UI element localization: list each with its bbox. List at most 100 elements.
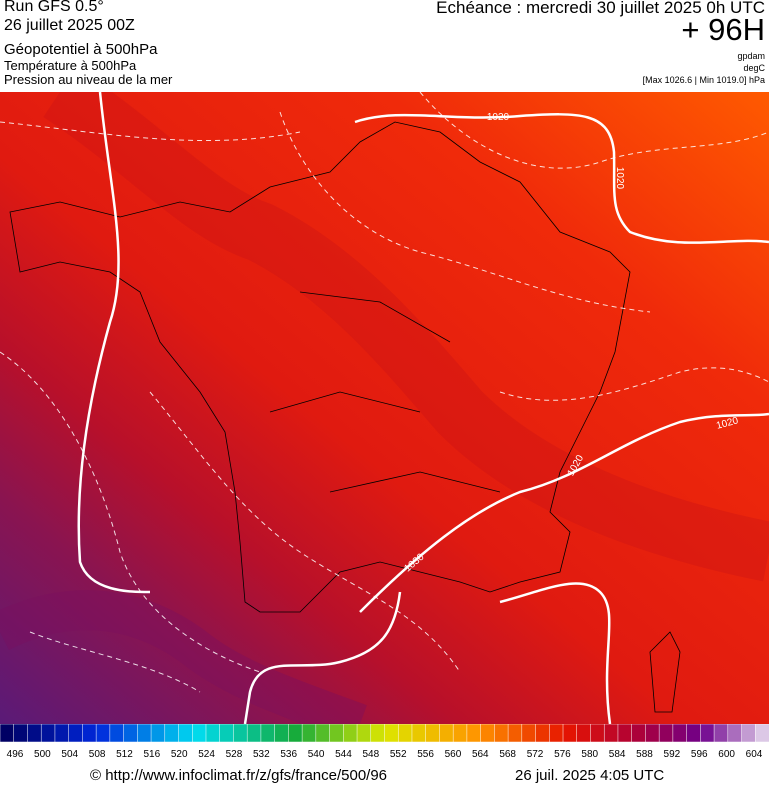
colorbar-label: 500 bbox=[34, 749, 51, 760]
run-date: 26 juillet 2025 00Z bbox=[4, 17, 135, 34]
color-swatch bbox=[343, 724, 358, 743]
color-swatch bbox=[164, 724, 180, 743]
colorbar-label: 532 bbox=[253, 749, 270, 760]
colorbar-label: 496 bbox=[7, 749, 24, 760]
timestamp: 26 juil. 2025 4:05 UTC bbox=[515, 767, 665, 784]
colorbar-label: 596 bbox=[691, 749, 708, 760]
unit: degC bbox=[743, 63, 765, 73]
field: Géopotentiel à 500hPa bbox=[4, 41, 158, 58]
color-swatch bbox=[507, 724, 523, 743]
color-swatch bbox=[192, 724, 207, 743]
colorbar-label: 548 bbox=[362, 749, 379, 760]
color-swatch bbox=[562, 724, 578, 743]
color-swatch bbox=[576, 724, 592, 743]
color-swatch bbox=[452, 724, 468, 743]
color-swatch bbox=[713, 724, 729, 743]
colorbar-label: 512 bbox=[116, 749, 133, 760]
color-swatch bbox=[521, 724, 537, 743]
colorbar-label: 536 bbox=[280, 749, 297, 760]
color-swatch bbox=[68, 724, 84, 743]
color-swatch bbox=[411, 724, 427, 743]
color-swatch bbox=[384, 724, 399, 743]
color-swatch bbox=[274, 724, 290, 743]
color-swatch bbox=[109, 724, 125, 743]
color-swatch bbox=[137, 724, 152, 743]
color-swatch bbox=[480, 724, 496, 743]
colorbar-label: 504 bbox=[61, 749, 78, 760]
color-swatch bbox=[301, 724, 317, 743]
color-swatch bbox=[631, 724, 647, 743]
colorbar-label: 588 bbox=[636, 749, 653, 760]
color-swatch bbox=[356, 724, 372, 743]
color-swatch bbox=[755, 724, 769, 743]
color-swatch bbox=[658, 724, 674, 743]
color-swatch bbox=[178, 724, 193, 743]
color-swatch bbox=[617, 724, 633, 743]
color-swatch bbox=[686, 724, 702, 743]
unit: gpdam bbox=[737, 51, 765, 61]
colorbar-label: 516 bbox=[144, 749, 161, 760]
color-swatch bbox=[603, 724, 619, 743]
color-swatch bbox=[439, 724, 454, 743]
color-swatch bbox=[590, 724, 605, 743]
contour-label: 1020 bbox=[487, 112, 510, 123]
color-swatch bbox=[672, 724, 688, 743]
color-swatch bbox=[123, 724, 139, 743]
color-swatch bbox=[549, 724, 564, 743]
colorbar-label: 508 bbox=[89, 749, 106, 760]
color-swatch bbox=[494, 724, 509, 743]
color-swatch bbox=[40, 724, 56, 743]
field: Pression au niveau de la mer bbox=[4, 72, 173, 87]
color-swatch bbox=[535, 724, 551, 743]
colorbar-label: 600 bbox=[718, 749, 735, 760]
color-swatch bbox=[329, 724, 345, 743]
color-swatch bbox=[219, 724, 235, 743]
color-swatch bbox=[741, 724, 757, 743]
colorbar-label: 592 bbox=[664, 749, 681, 760]
color-swatch bbox=[95, 724, 111, 743]
color-swatch bbox=[82, 724, 97, 743]
colorbar-label: 568 bbox=[499, 749, 516, 760]
colorbar-label: 528 bbox=[226, 749, 243, 760]
color-swatch bbox=[425, 724, 441, 743]
colorbar-label: 524 bbox=[198, 749, 215, 760]
color-swatch bbox=[700, 724, 715, 743]
color-swatch bbox=[54, 724, 70, 743]
colorbar-label: 564 bbox=[472, 749, 489, 760]
color-swatch bbox=[246, 724, 262, 743]
field: Température à 500hPa bbox=[4, 58, 137, 73]
color-swatch bbox=[315, 724, 331, 743]
color-swatch bbox=[27, 724, 42, 743]
source: © http://www.infoclimat.fr/z/gfs/france/… bbox=[90, 767, 388, 784]
colorbar-label: 572 bbox=[527, 749, 544, 760]
lead-time: + 96H bbox=[681, 12, 765, 47]
color-swatch bbox=[233, 724, 248, 743]
contour-label: 1020 bbox=[614, 167, 625, 190]
color-swatch bbox=[645, 724, 660, 743]
colorbar-label: 560 bbox=[445, 749, 462, 760]
color-swatch bbox=[205, 724, 221, 743]
colorbar: 496 500 504 508 512 516 520 524 528 532 536 540 544 5… bbox=[0, 724, 769, 760]
range: [Max 1026.6 | Min 1019.0] hPa bbox=[642, 75, 765, 85]
colorbar-label: 584 bbox=[609, 749, 626, 760]
colorbar-label: 544 bbox=[335, 749, 352, 760]
color-swatch bbox=[0, 724, 15, 743]
colorbar-label: 552 bbox=[390, 749, 407, 760]
colorbar-label: 604 bbox=[746, 749, 763, 760]
color-swatch bbox=[397, 724, 413, 743]
colorbar-label: 556 bbox=[417, 749, 434, 760]
color-swatch bbox=[150, 724, 166, 743]
colorbar-label: 540 bbox=[308, 749, 325, 760]
echeance: Echéance : mercredi 30 juillet 2025 0h U… bbox=[436, 0, 765, 17]
colorbar-label: 580 bbox=[581, 749, 598, 760]
colorbar-label: 520 bbox=[171, 749, 188, 760]
run: Run GFS 0.5° bbox=[4, 0, 104, 15]
color-swatch bbox=[727, 724, 743, 743]
color-swatch bbox=[288, 724, 303, 743]
colorbar-label: 576 bbox=[554, 749, 571, 760]
color-swatch bbox=[13, 724, 29, 743]
color-swatch bbox=[260, 724, 276, 743]
color-swatch bbox=[466, 724, 482, 743]
